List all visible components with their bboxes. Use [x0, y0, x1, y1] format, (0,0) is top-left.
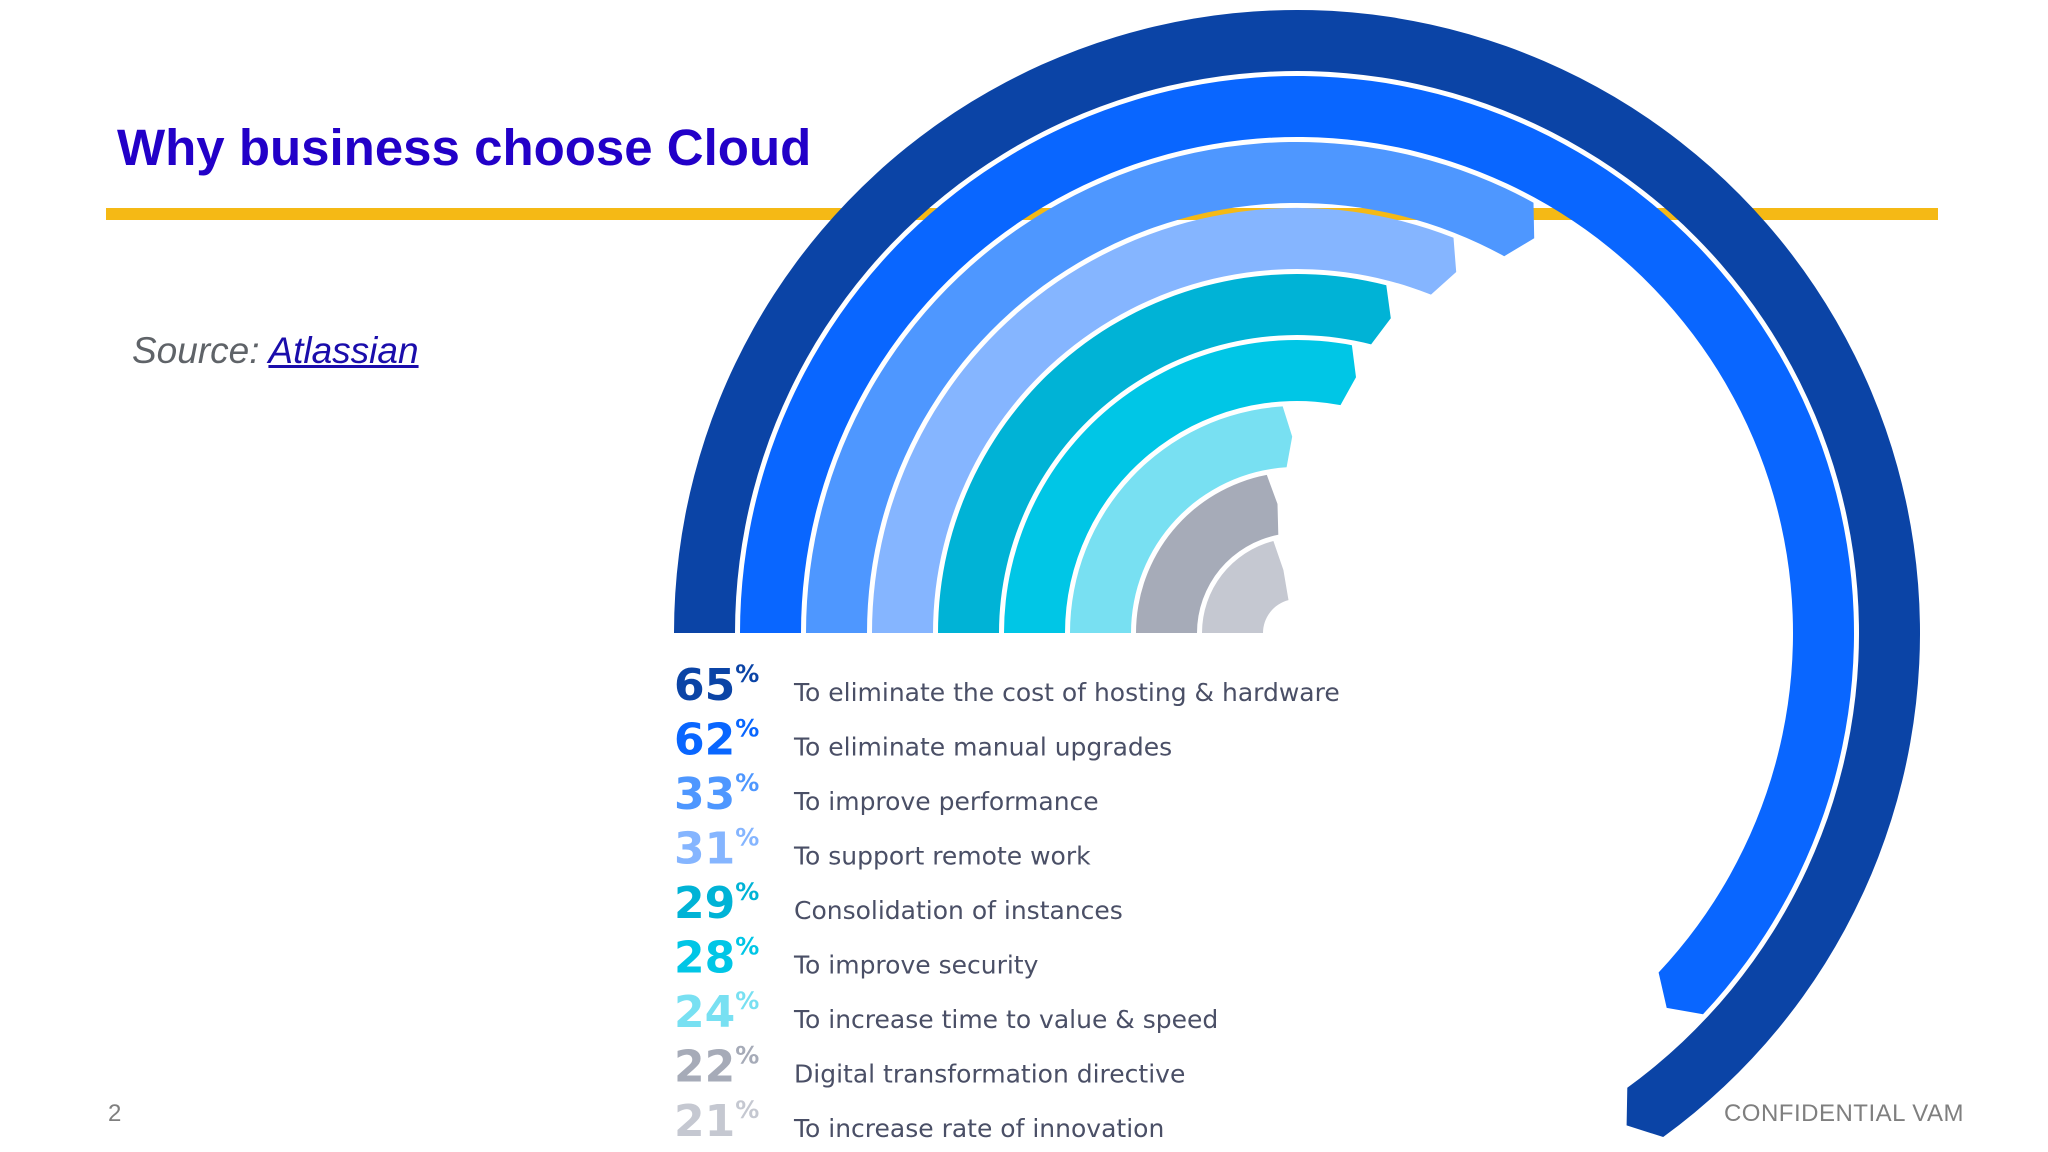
value-number: 24	[674, 987, 735, 1038]
slide-number: 2	[108, 1100, 122, 1127]
source-prefix: Source:	[132, 330, 269, 371]
value-label-6: 28%	[674, 933, 759, 984]
category-label-1: To eliminate the cost of hosting & hardw…	[793, 678, 1340, 707]
value-label-2: 62%	[674, 715, 759, 766]
value-number: 65	[674, 660, 735, 711]
value-label-8: 22%	[674, 1042, 759, 1093]
arc-bar-7	[1070, 406, 1293, 633]
value-percent-sign: %	[735, 987, 759, 1015]
arc-bar-8	[1136, 474, 1279, 633]
value-number: 22	[674, 1042, 735, 1093]
value-label-7: 24%	[674, 987, 759, 1038]
value-number: 29	[674, 878, 735, 929]
value-percent-sign: %	[735, 1096, 759, 1124]
value-number: 62	[674, 715, 735, 766]
category-label-7: To increase time to value & speed	[793, 1005, 1218, 1034]
value-label-4: 31%	[674, 824, 759, 875]
label-group: 65% To eliminate the cost of hosting & ha…	[674, 660, 1340, 1147]
arc-bar-4	[872, 207, 1457, 633]
value-number: 21	[674, 1096, 735, 1147]
arc-bar-6	[1004, 340, 1356, 633]
value-percent-sign: %	[735, 824, 759, 852]
value-label-9: 21%	[674, 1096, 759, 1147]
value-percent-sign: %	[735, 933, 759, 961]
slide-title: Why business choose Cloud	[117, 119, 812, 176]
category-label-6: To improve security	[793, 951, 1039, 980]
arc-bar-3	[805, 141, 1535, 633]
category-label-5: Consolidation of instances	[794, 896, 1123, 925]
value-label-1: 65%	[674, 660, 759, 711]
source-link-atlassian[interactable]: Atlassian	[268, 330, 419, 371]
arc-group	[674, 9, 1920, 1137]
value-percent-sign: %	[735, 660, 759, 688]
category-label-8: Digital transformation directive	[794, 1060, 1185, 1089]
confidential-footer: CONFIDENTIAL VAM	[1723, 1100, 1964, 1127]
value-percent-sign: %	[735, 715, 759, 743]
value-percent-sign: %	[735, 878, 759, 906]
arc-bar-2	[740, 75, 1854, 1015]
category-label-2: To eliminate manual upgrades	[793, 733, 1172, 762]
arc-bar-9	[1202, 541, 1289, 633]
value-label-3: 33%	[674, 769, 759, 820]
value-percent-sign: %	[735, 1042, 759, 1070]
value-number: 33	[674, 769, 735, 820]
category-label-4: To support remote work	[793, 842, 1091, 871]
value-number: 31	[674, 824, 735, 875]
value-label-5: 29%	[674, 878, 759, 929]
arc-bar-5	[938, 274, 1391, 633]
category-label-3: To improve performance	[793, 787, 1099, 816]
value-number: 28	[674, 933, 735, 984]
category-label-9: To increase rate of innovation	[793, 1114, 1164, 1143]
value-percent-sign: %	[735, 769, 759, 797]
source-citation: Source: Atlassian	[132, 330, 419, 372]
